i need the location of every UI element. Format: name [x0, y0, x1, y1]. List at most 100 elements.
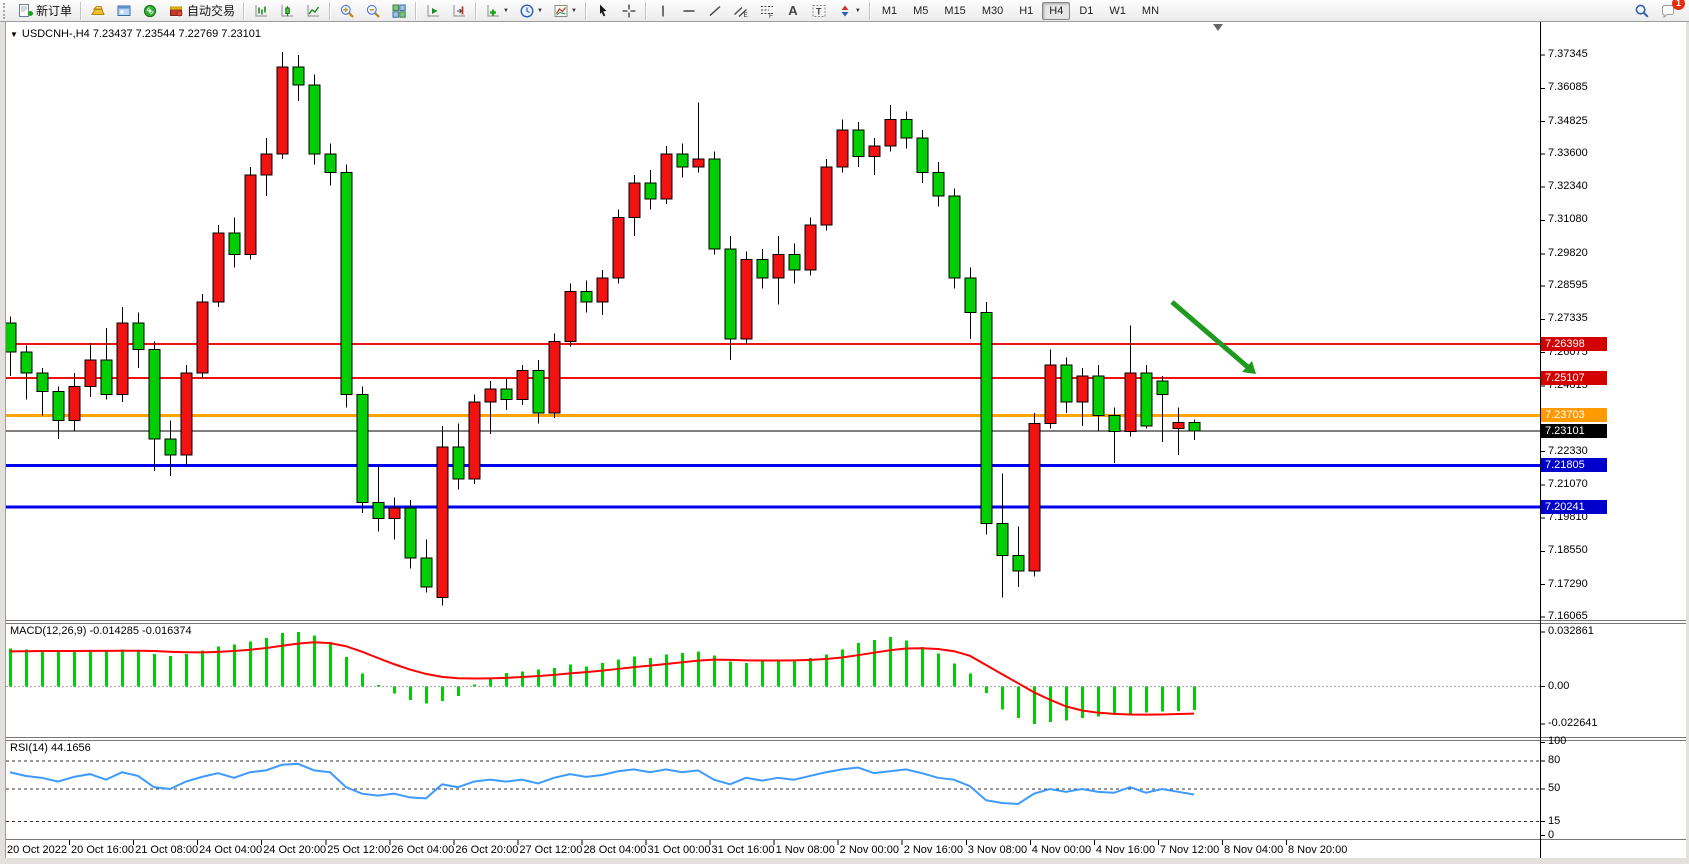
- zoom-in-button[interactable]: [335, 0, 359, 22]
- trendline-button[interactable]: [703, 0, 727, 22]
- candle: [148, 348, 161, 440]
- macd-histogram-bar: [281, 633, 284, 687]
- equidistant-channel-button[interactable]: E: [729, 0, 753, 22]
- macd-histogram-bar: [841, 649, 844, 687]
- macd-histogram-bar: [57, 651, 60, 687]
- auto-scroll-button[interactable]: [421, 0, 445, 22]
- candle: [516, 370, 529, 401]
- macd-histogram-bar: [1161, 686, 1164, 712]
- bar-chart-type-button[interactable]: [249, 0, 273, 22]
- candle: [852, 129, 865, 158]
- macd-histogram-bar: [201, 650, 204, 687]
- auto-scroll-icon: [427, 4, 440, 16]
- terminal-button[interactable]: [112, 0, 136, 22]
- macd-histogram-bar: [249, 641, 252, 687]
- candle: [916, 137, 929, 173]
- trend-arrow-head[interactable]: [1242, 361, 1256, 374]
- candle: [356, 393, 369, 504]
- candle: [564, 290, 577, 342]
- macd-histogram-bar: [953, 663, 956, 687]
- candle: [212, 232, 225, 303]
- tab-timeframe-m15[interactable]: M15: [944, 4, 966, 17]
- candle: [100, 359, 113, 395]
- cursor-button[interactable]: [591, 0, 615, 22]
- macd-histogram-bar: [217, 646, 220, 687]
- arrows-button[interactable]: ▼: [833, 0, 865, 22]
- candle: [52, 391, 65, 422]
- zoom-out-button[interactable]: [361, 0, 385, 22]
- vertical-line-button[interactable]: [651, 0, 675, 22]
- candle: [84, 359, 97, 387]
- chart-shift-icon: [453, 4, 466, 16]
- tab-timeframe-m1[interactable]: M1: [881, 4, 898, 17]
- tab-timeframe-h1[interactable]: H1: [1019, 4, 1034, 17]
- trend-arrow[interactable]: [1170, 300, 1252, 371]
- horizontal-line-button[interactable]: [677, 0, 701, 22]
- candle: [932, 171, 945, 197]
- periods-button[interactable]: ▼: [515, 0, 547, 22]
- fibonacci-button[interactable]: F: [755, 0, 779, 22]
- toolbar-drag-handle[interactable]: [3, 2, 9, 19]
- candle-chart-type-button[interactable]: [275, 0, 299, 22]
- macd-histogram-bar: [345, 657, 348, 687]
- chart-shift-button[interactable]: [447, 0, 471, 22]
- tab-timeframe-m5[interactable]: M5: [913, 4, 929, 17]
- candle: [404, 507, 417, 559]
- indicators-button[interactable]: ▼: [481, 0, 513, 22]
- macd-histogram-bar: [393, 686, 396, 694]
- macd-histogram-bar: [985, 686, 988, 694]
- auto-trading-label: 自动交易: [187, 4, 236, 18]
- tab-timeframe-w1[interactable]: W1: [1109, 4, 1126, 17]
- text-button[interactable]: A: [781, 0, 805, 22]
- macd-histogram-bar: [969, 673, 972, 687]
- toolbar-separator: [868, 1, 871, 20]
- auto-trading-button[interactable]: 自动交易: [164, 0, 239, 22]
- candle: [1108, 414, 1121, 432]
- candle: [180, 372, 193, 456]
- tile-windows-button[interactable]: [387, 0, 411, 22]
- window-bottom-edge: [0, 858, 1689, 864]
- dropdown-caret-icon: ▼: [570, 7, 577, 14]
- dropdown-caret-icon: ▼: [503, 7, 509, 14]
- toolbar-separator: [644, 1, 647, 20]
- signals-button[interactable]: [138, 0, 162, 22]
- macd-histogram-bar: [169, 656, 172, 687]
- search-button[interactable]: [1630, 0, 1654, 22]
- macd-histogram-bar: [1001, 686, 1004, 710]
- macd-histogram-bar: [697, 651, 700, 687]
- market-depth-button[interactable]: [86, 0, 110, 22]
- macd-histogram-bar: [761, 661, 764, 687]
- tab-timeframe-h4[interactable]: H4: [1042, 1, 1071, 20]
- macd-histogram-bar: [137, 650, 140, 687]
- bar-chart-type-icon: [255, 4, 268, 16]
- macd-histogram-bar: [665, 654, 668, 687]
- line-chart-type-button[interactable]: [301, 0, 325, 22]
- macd-histogram-bar: [729, 661, 732, 687]
- macd-histogram-bar: [1193, 686, 1196, 711]
- dropdown-caret-icon: ▼: [536, 7, 543, 14]
- dropdown-caret-icon: ▼: [854, 7, 861, 14]
- candle: [116, 322, 129, 395]
- crosshair-button[interactable]: [617, 0, 641, 22]
- candle: [276, 66, 289, 155]
- chart-plot[interactable]: [0, 22, 1689, 864]
- new-order-button[interactable]: 新订单: [13, 0, 76, 22]
- toolbar-right: 1: [1629, 0, 1685, 22]
- terminal-window-icon: [117, 5, 131, 16]
- candle: [292, 66, 305, 86]
- candle: [948, 195, 961, 279]
- macd-signal-line: [9, 641, 1195, 716]
- tab-timeframe-mn[interactable]: MN: [1141, 4, 1160, 17]
- candle: [1092, 375, 1105, 416]
- tab-timeframe-d1[interactable]: D1: [1079, 4, 1094, 17]
- candle: [868, 145, 881, 158]
- macd-histogram-bar: [1081, 686, 1084, 718]
- chat-button[interactable]: 1: [1656, 0, 1685, 22]
- macd-histogram-bar: [537, 669, 540, 687]
- macd-histogram-bar: [361, 673, 364, 687]
- zoom-in-icon: [340, 4, 354, 18]
- tab-timeframe-m30[interactable]: M30: [981, 4, 1004, 17]
- text-label-button[interactable]: T: [807, 0, 831, 22]
- templates-button[interactable]: ▼: [549, 0, 581, 22]
- macd-histogram-bar: [617, 659, 620, 687]
